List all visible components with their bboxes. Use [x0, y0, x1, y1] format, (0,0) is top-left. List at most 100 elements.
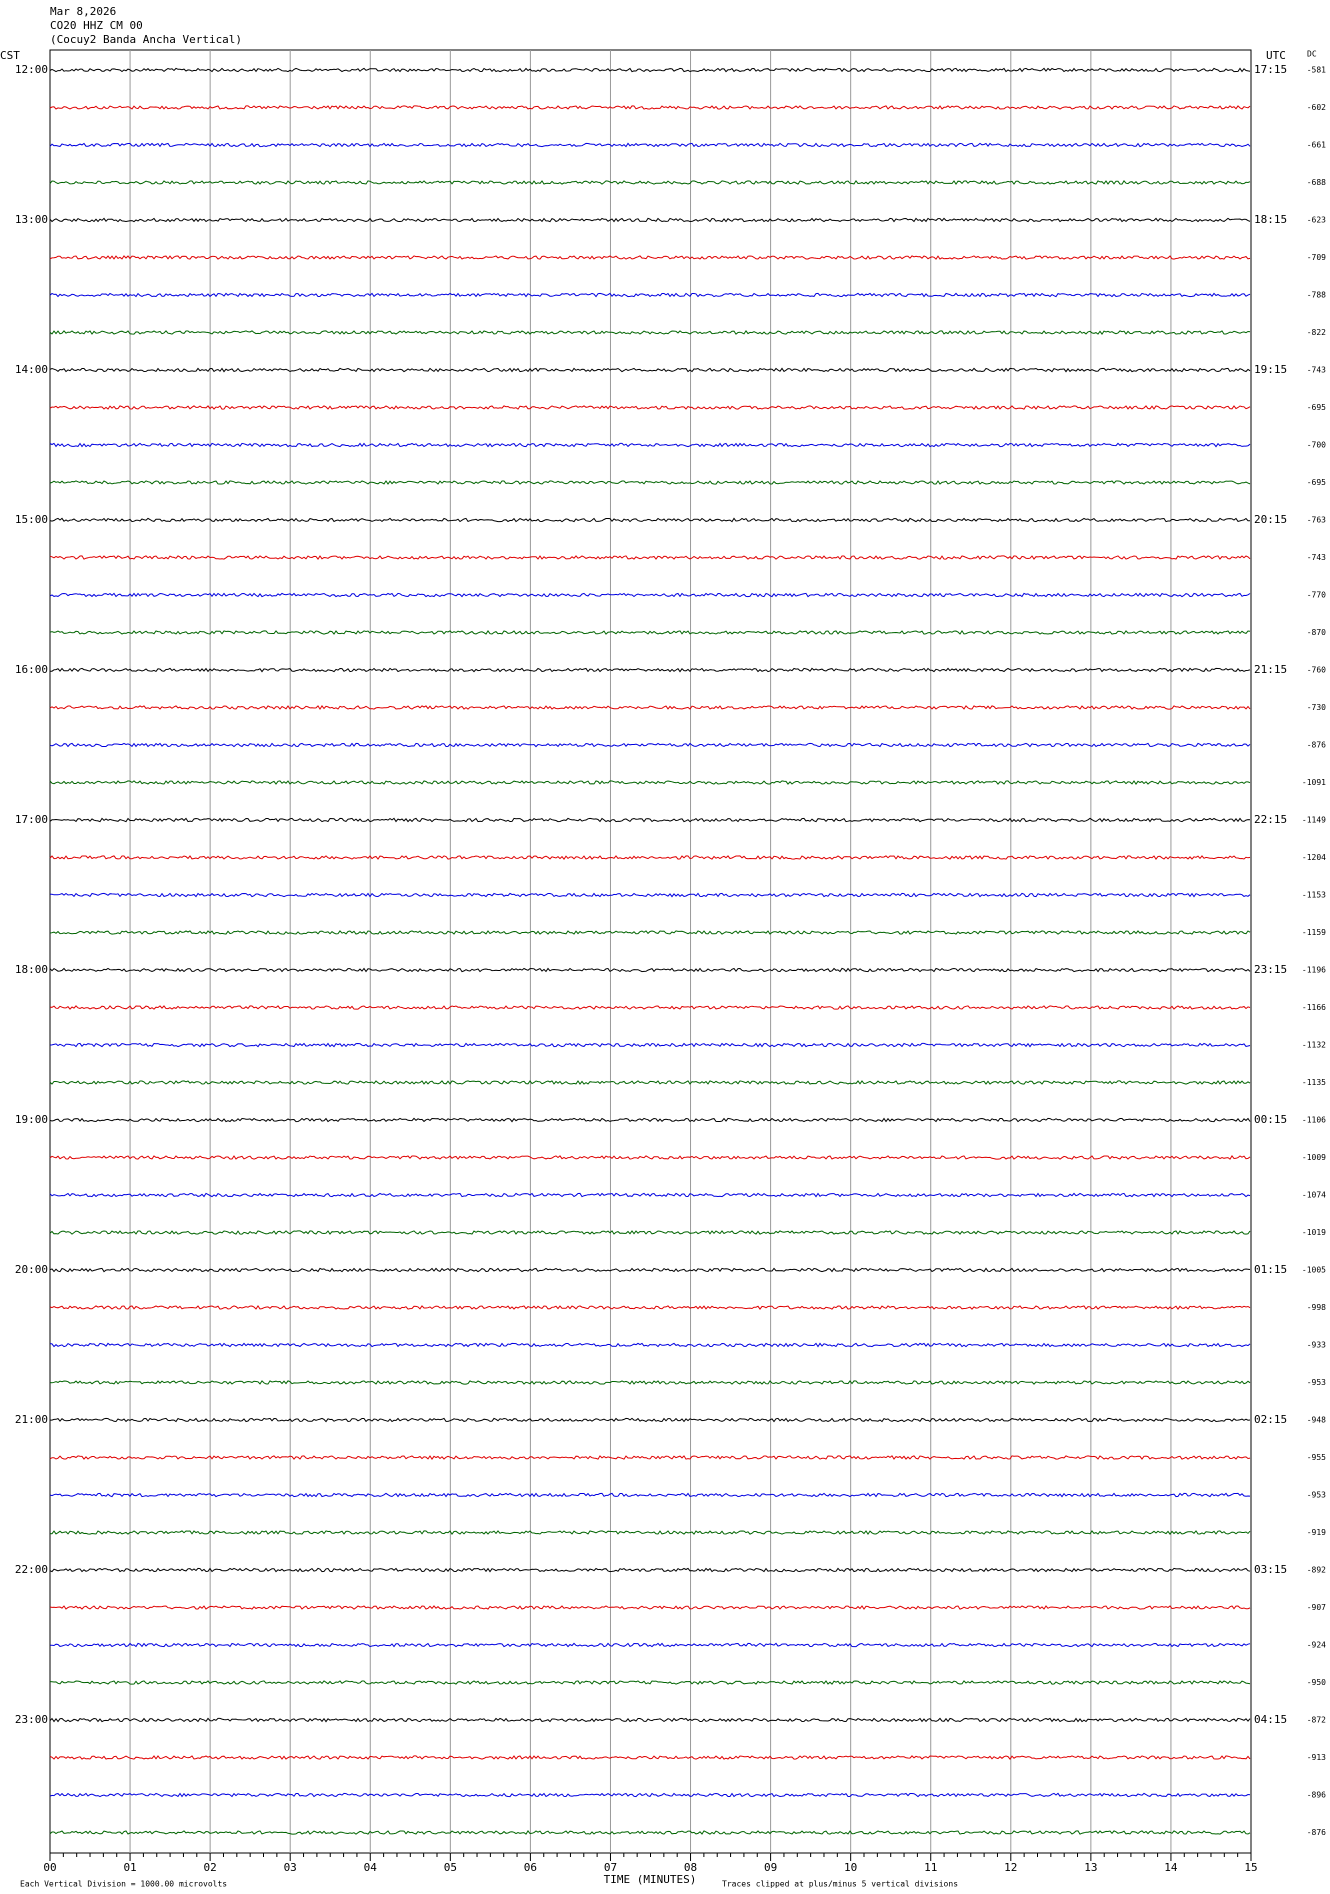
cst-time-label: 17:00 — [15, 813, 48, 826]
seismic-trace — [49, 780, 1251, 785]
dc-offset-label: -1153 — [1302, 891, 1326, 900]
dc-offset-label: -1135 — [1302, 1078, 1326, 1087]
seismic-trace — [49, 1005, 1251, 1010]
dc-offset-label: -700 — [1307, 441, 1326, 450]
seismic-trace — [49, 1530, 1251, 1536]
dc-offset-label: -788 — [1307, 291, 1326, 300]
dc-offset-label: -1166 — [1302, 1003, 1326, 1012]
seismic-trace — [49, 930, 1251, 935]
x-tick-label: 14 — [1164, 1861, 1178, 1874]
cst-time-label: 18:00 — [15, 963, 48, 976]
seismic-trace — [49, 367, 1251, 373]
dc-offset-label: -933 — [1307, 1341, 1326, 1350]
seismic-trace — [49, 1605, 1251, 1610]
dc-offset-label: -1196 — [1302, 966, 1326, 975]
utc-time-label: 17:15 — [1254, 63, 1287, 76]
dc-offset-label: -876 — [1307, 741, 1326, 750]
dc-offset-label: -1019 — [1302, 1228, 1326, 1237]
seismic-trace — [49, 1080, 1251, 1085]
dc-offset-label: -623 — [1307, 216, 1326, 225]
seismic-trace — [49, 480, 1251, 485]
cst-time-label: 23:00 — [15, 1713, 48, 1726]
seismic-trace — [49, 1342, 1251, 1348]
dc-offset-label: -602 — [1307, 103, 1326, 112]
seismic-trace — [49, 1267, 1251, 1273]
dc-offset-label: -953 — [1307, 1491, 1326, 1500]
utc-time-label: 00:15 — [1254, 1113, 1287, 1126]
cst-time-label: 20:00 — [15, 1263, 48, 1276]
dc-offset-label: -892 — [1307, 1566, 1326, 1575]
dc-offset-label: -760 — [1307, 666, 1326, 675]
cst-time-label: 13:00 — [15, 213, 48, 226]
dc-offset-label: -919 — [1307, 1528, 1326, 1537]
dc-offset-label: -581 — [1307, 66, 1326, 75]
seismic-trace — [49, 1755, 1251, 1760]
dc-offset-label: -763 — [1307, 516, 1326, 525]
dc-offset-label: -924 — [1307, 1641, 1326, 1650]
seismic-trace — [49, 817, 1251, 823]
seismic-trace — [49, 892, 1251, 898]
dc-offset-label: -907 — [1307, 1603, 1326, 1612]
x-tick-label: 00 — [43, 1861, 56, 1874]
dc-offset-label: -950 — [1307, 1678, 1326, 1687]
x-tick-label: 02 — [204, 1861, 217, 1874]
seismic-trace — [49, 142, 1251, 148]
dc-offset-label: -695 — [1307, 478, 1326, 487]
x-tick-label: 13 — [1084, 1861, 1097, 1874]
seismic-trace — [49, 705, 1251, 711]
x-tick-label: 10 — [844, 1861, 857, 1874]
dc-offset-label: -1159 — [1302, 928, 1326, 937]
dc-offset-label: -709 — [1307, 253, 1326, 262]
seismic-trace — [49, 629, 1251, 635]
dc-offset-label: -1204 — [1302, 853, 1326, 862]
header-line: (Cocuy2 Banda Ancha Vertical) — [50, 33, 242, 46]
footer-clip: Traces clipped at plus/minus 5 vertical … — [722, 1880, 958, 1889]
cst-time-label: 14:00 — [15, 363, 48, 376]
x-tick-label: 15 — [1244, 1861, 1257, 1874]
cst-time-label: 16:00 — [15, 663, 48, 676]
dc-offset-label: -876 — [1307, 1828, 1326, 1837]
x-tick-label: 12 — [1004, 1861, 1017, 1874]
dc-offset-label: -1005 — [1302, 1266, 1326, 1275]
seismic-trace — [49, 1567, 1251, 1573]
cst-time-label: 12:00 — [15, 63, 48, 76]
seismic-trace — [49, 1830, 1251, 1835]
offset-label: DC — [1307, 50, 1317, 59]
seismic-trace — [49, 1492, 1251, 1498]
seismic-trace — [49, 1304, 1251, 1310]
x-tick-label: 04 — [364, 1861, 378, 1874]
dc-offset-label: -1149 — [1302, 816, 1326, 825]
right-label: UTC — [1266, 49, 1286, 62]
x-tick-label: 11 — [924, 1861, 937, 1874]
seismic-trace — [49, 255, 1251, 260]
x-tick-label: 07 — [604, 1861, 617, 1874]
cst-time-label: 19:00 — [15, 1113, 48, 1126]
seismic-trace — [50, 1417, 1251, 1423]
x-tick-label: 03 — [284, 1861, 297, 1874]
utc-time-label: 04:15 — [1254, 1713, 1287, 1726]
utc-time-label: 03:15 — [1254, 1563, 1287, 1576]
dc-offset-label: -1091 — [1302, 778, 1326, 787]
utc-time-label: 18:15 — [1254, 213, 1287, 226]
header-line: Mar 8,2026 — [50, 5, 116, 18]
dc-offset-label: -896 — [1307, 1791, 1326, 1800]
seismic-trace — [49, 855, 1251, 860]
dc-offset-label: -743 — [1307, 553, 1326, 562]
dc-offset-label: -695 — [1307, 403, 1326, 412]
dc-offset-label: -770 — [1307, 591, 1326, 600]
cst-time-label: 21:00 — [15, 1413, 48, 1426]
utc-time-label: 22:15 — [1254, 813, 1287, 826]
dc-offset-label: -1106 — [1302, 1116, 1326, 1125]
x-tick-label: 05 — [444, 1861, 457, 1874]
seismic-trace — [49, 967, 1251, 973]
seismic-trace — [49, 105, 1251, 110]
seismic-trace — [49, 1792, 1251, 1798]
seismic-trace — [49, 1680, 1251, 1685]
seismic-trace — [49, 1717, 1251, 1723]
utc-time-label: 23:15 — [1254, 963, 1287, 976]
utc-time-label: 21:15 — [1254, 663, 1287, 676]
dc-offset-label: -955 — [1307, 1453, 1326, 1462]
seismic-trace — [49, 667, 1251, 673]
